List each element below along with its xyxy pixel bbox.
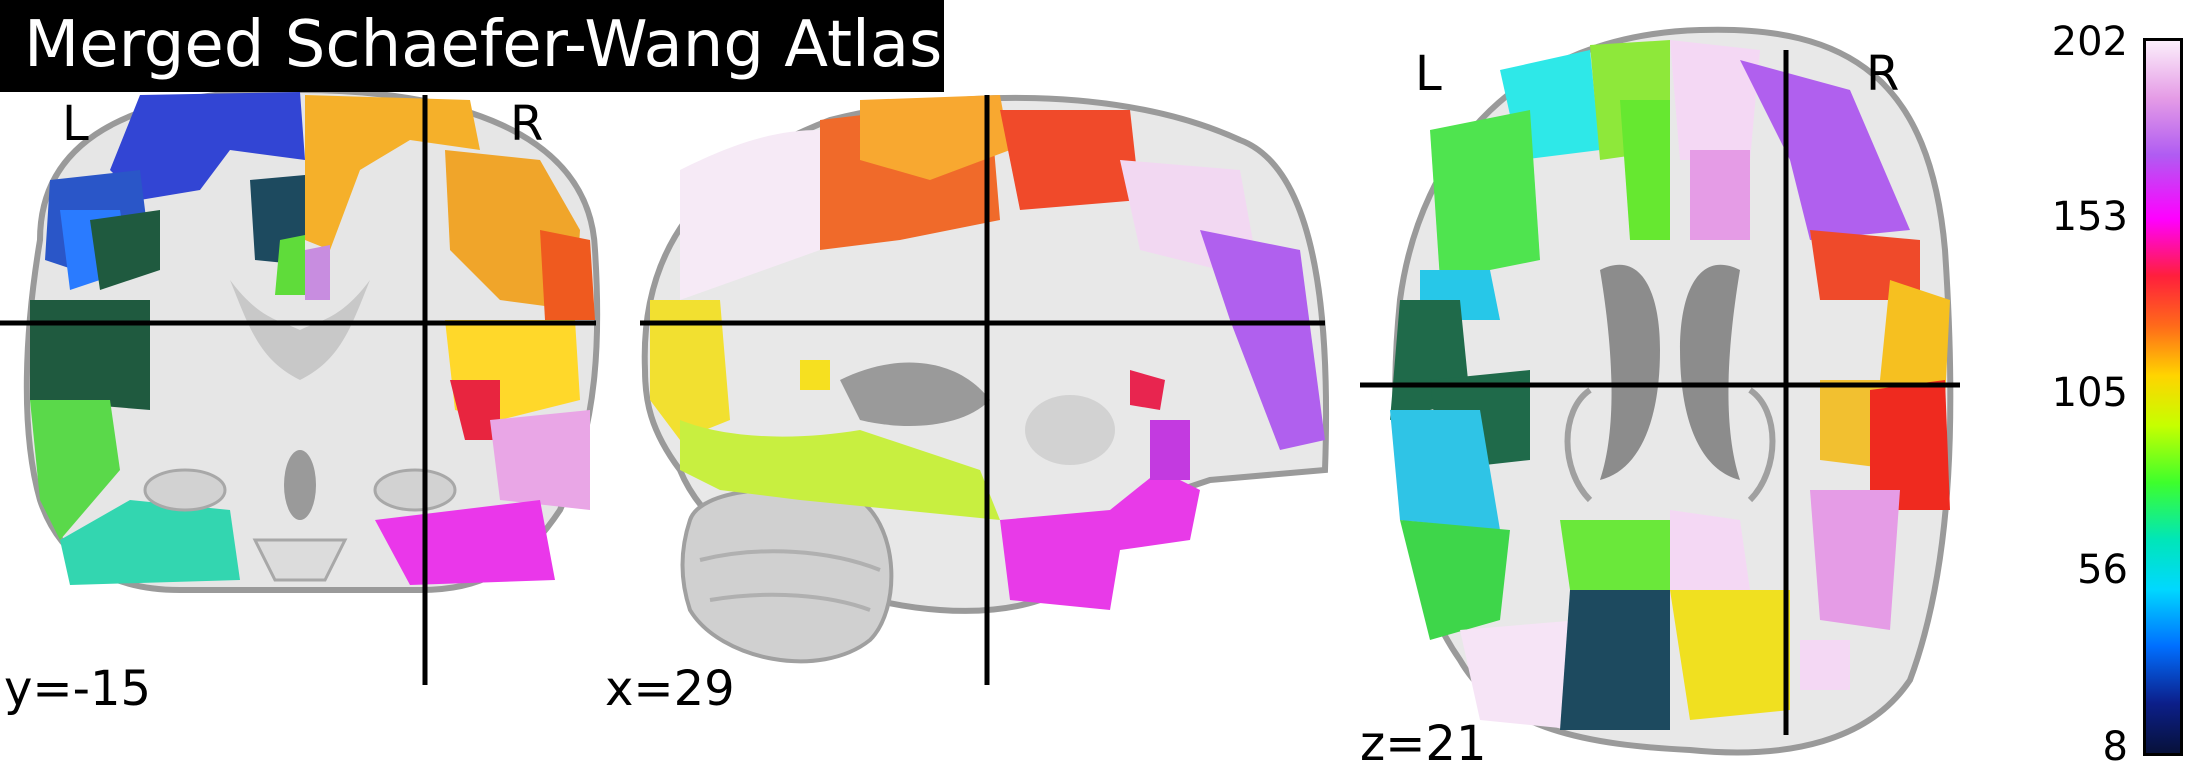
coronal-slice [23,86,601,593]
axial-left-label: L [1415,46,1442,102]
sagittal-crosshair [640,95,1325,685]
colorbar-tick-153: 153 [2051,194,2128,240]
sagittal-coordinate: x=29 [605,661,735,717]
coronal-right-label: R [510,96,544,152]
colorbar-tick-56: 56 [2077,547,2128,593]
colorbar-tick-202: 202 [2051,19,2128,65]
axial-crosshair [1360,50,1960,735]
coronal-crosshair [0,95,596,685]
axial-right-label: R [1866,46,1900,102]
axial-coordinate: z=21 [1360,716,1487,772]
axial-slice [1390,26,1954,756]
coronal-coordinate: y=-15 [4,661,152,717]
figure-title: Merged Schaefer-Wang Atlas [24,8,943,82]
colorbar [2143,38,2183,756]
colorbar-tick-105: 105 [2051,370,2128,416]
colorbar-gradient [2146,41,2180,753]
coronal-left-label: L [62,96,89,152]
title-banner: Merged Schaefer-Wang Atlas [0,0,944,92]
colorbar-tick-8: 8 [2102,724,2128,770]
